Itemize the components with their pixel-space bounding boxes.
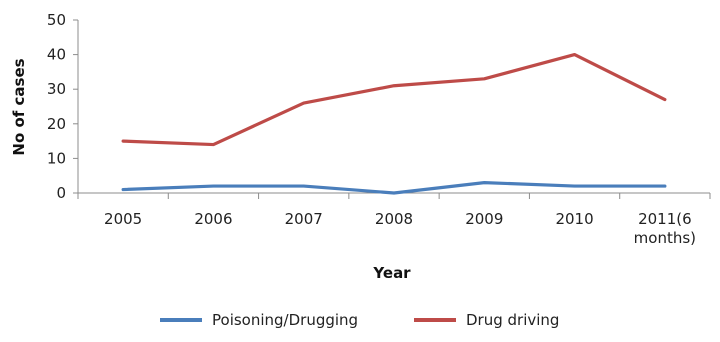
- y-tick-label: 50: [47, 11, 66, 29]
- x-tick-label: 2007: [285, 210, 323, 228]
- series-line-drug-driving: [121, 52, 667, 147]
- y-tick-label: 40: [47, 46, 66, 64]
- axes: [73, 19, 711, 199]
- x-tick-label: 2008: [375, 210, 413, 228]
- x-tick-labels: 2005 2006 2007 2008 2009 2010 2011(6 months): [104, 210, 696, 247]
- x-tick-label: 2011(6 months): [634, 210, 696, 247]
- x-axis-title: Year: [372, 264, 411, 282]
- y-axis-title: No of cases: [10, 58, 28, 155]
- y-tick-label: 30: [47, 80, 66, 98]
- y-tick-label: 0: [56, 184, 66, 202]
- legend-label: Poisoning/Drugging: [212, 311, 358, 329]
- x-tick-label: 2010: [555, 210, 593, 228]
- series-lines: [121, 52, 667, 195]
- y-tick-label: 20: [47, 115, 66, 133]
- legend: Poisoning/Drugging Drug driving: [160, 311, 559, 329]
- y-tick-label: 10: [47, 149, 66, 167]
- legend-label: Drug driving: [466, 311, 559, 329]
- series-line-poisoning-drugging: [121, 181, 667, 195]
- x-tick-label: 2006: [194, 210, 232, 228]
- x-tick-label: 2009: [465, 210, 503, 228]
- y-tick-labels: 0 10 20 30 40 50: [47, 11, 66, 202]
- x-tick-label: 2005: [104, 210, 142, 228]
